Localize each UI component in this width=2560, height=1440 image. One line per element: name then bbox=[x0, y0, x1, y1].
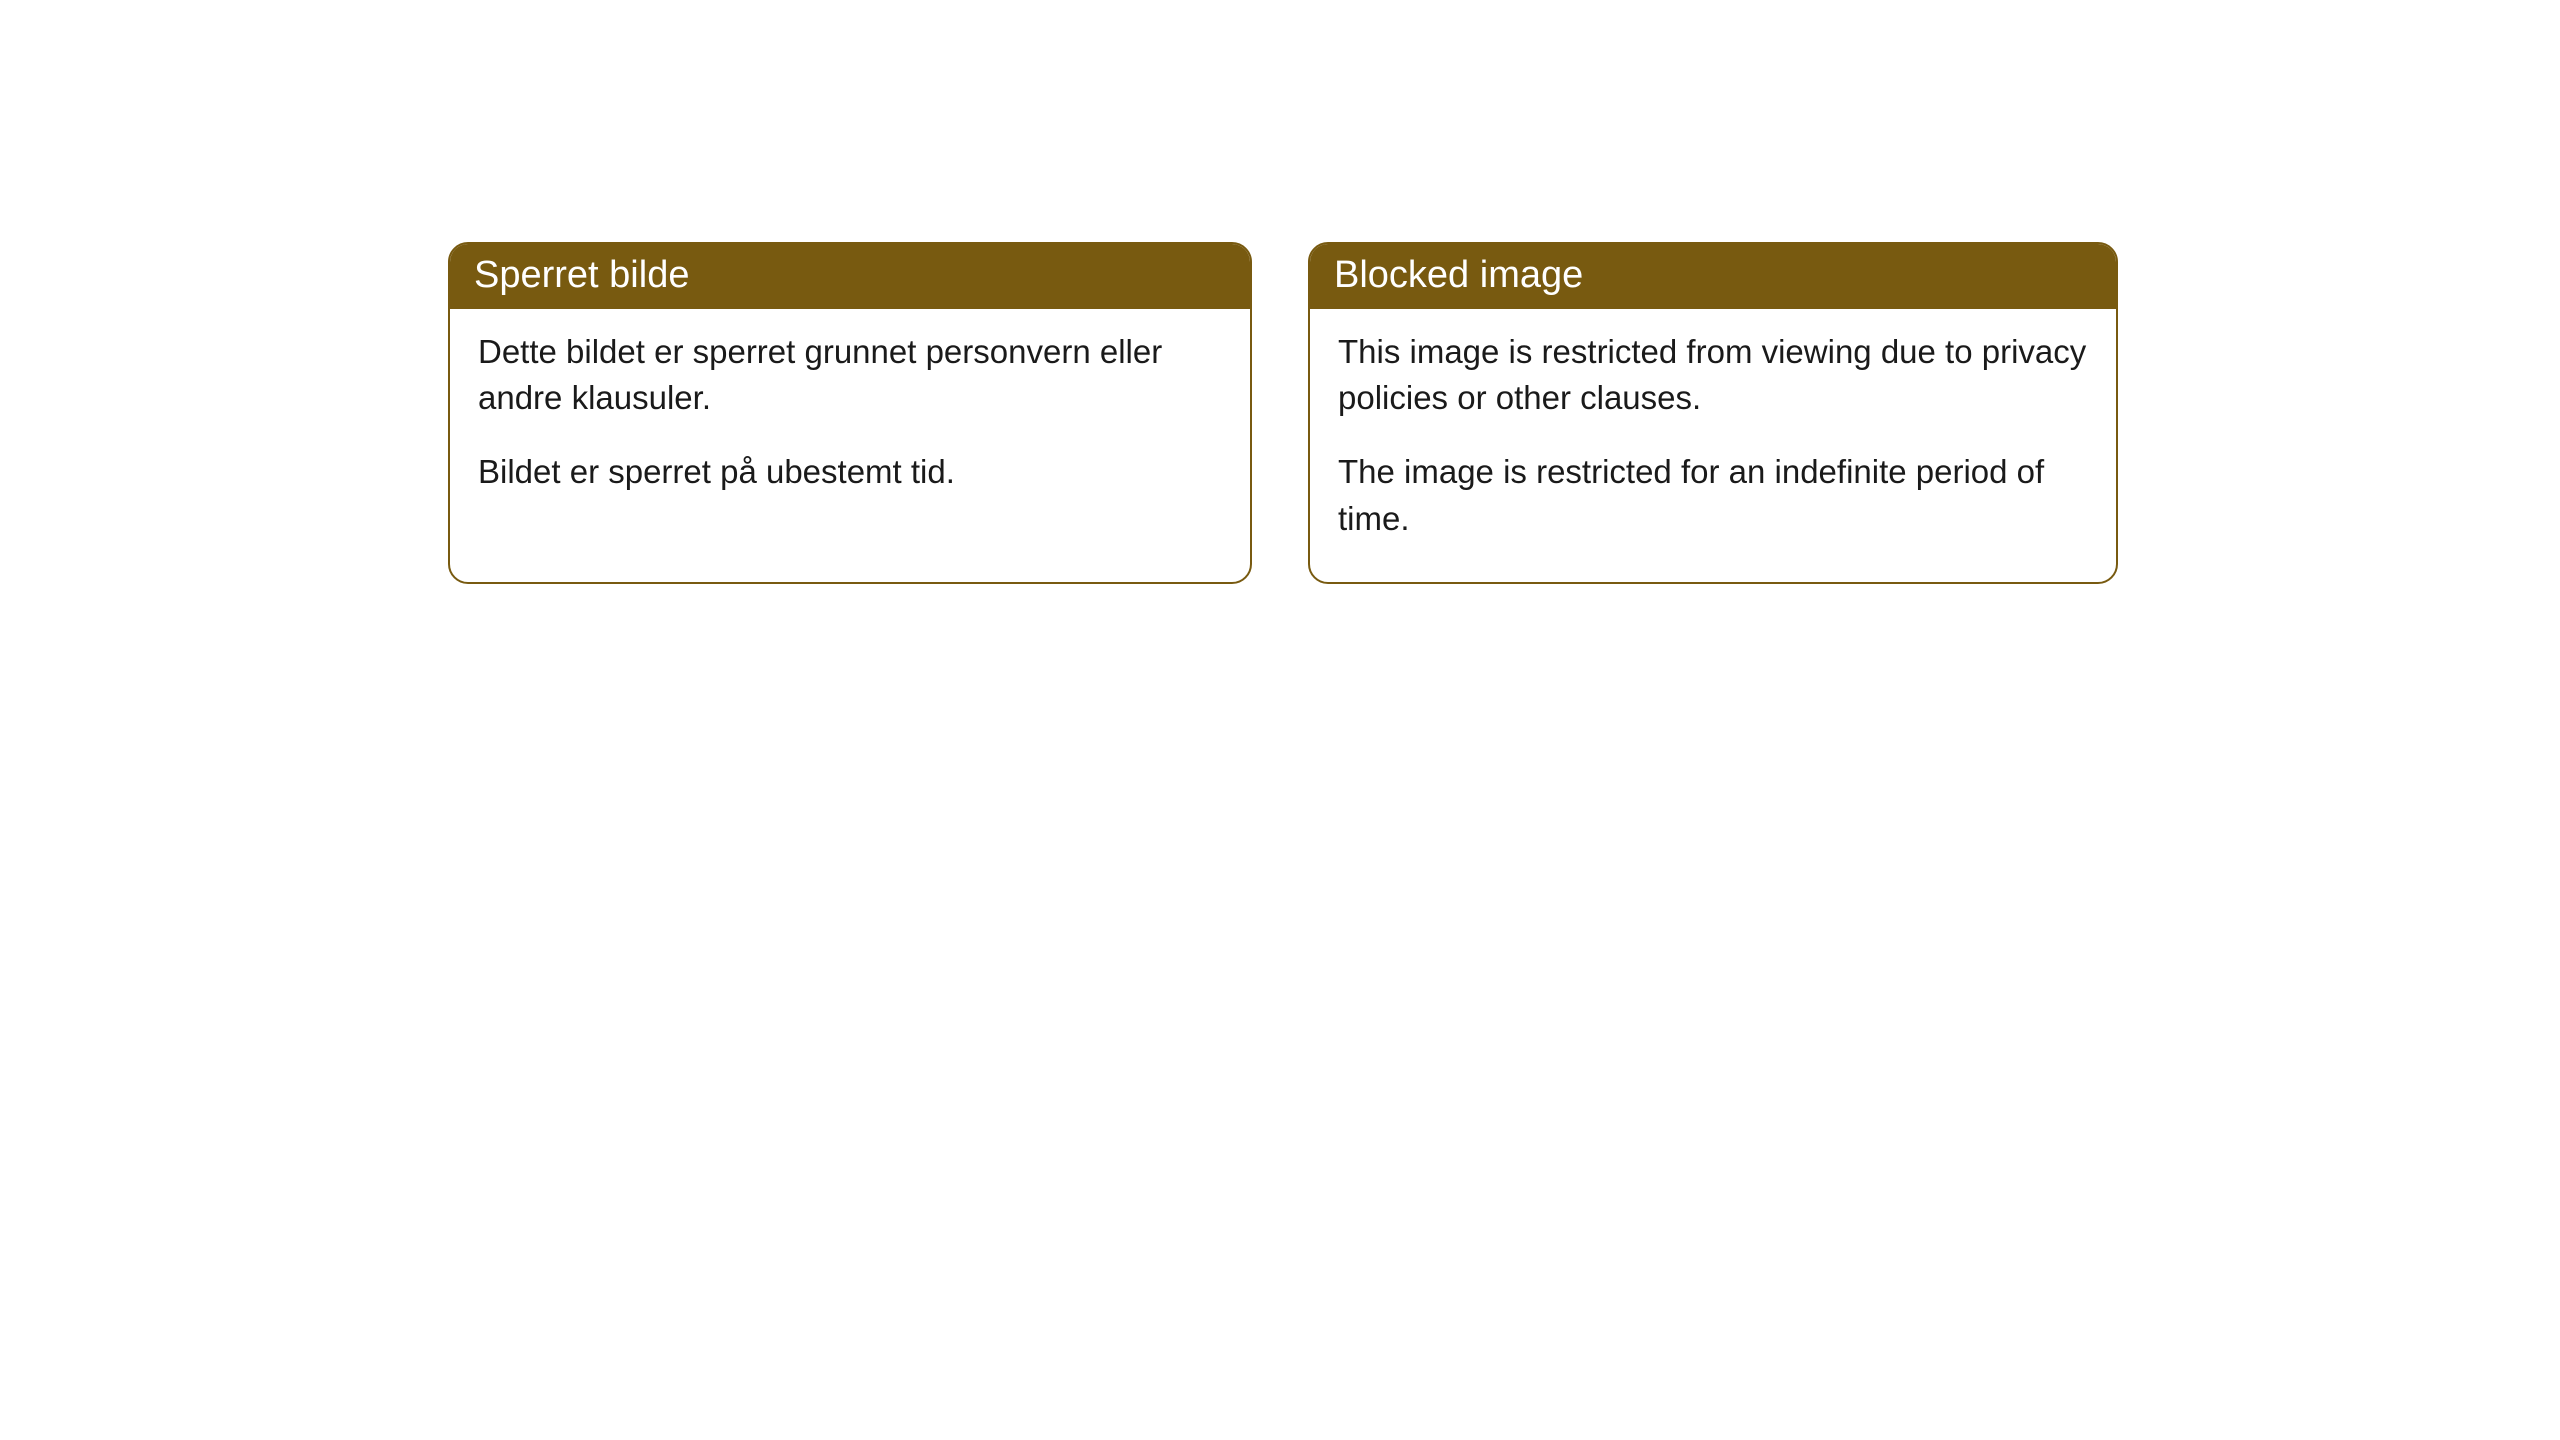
card-paragraph: Bildet er sperret på ubestemt tid. bbox=[478, 449, 1222, 495]
card-paragraph: This image is restricted from viewing du… bbox=[1338, 329, 2088, 421]
card-body: This image is restricted from viewing du… bbox=[1310, 309, 2116, 582]
card-paragraph: Dette bildet er sperret grunnet personve… bbox=[478, 329, 1222, 421]
card-header: Sperret bilde bbox=[450, 244, 1250, 309]
blocked-image-card-english: Blocked image This image is restricted f… bbox=[1308, 242, 2118, 584]
card-body: Dette bildet er sperret grunnet personve… bbox=[450, 309, 1250, 536]
card-header: Blocked image bbox=[1310, 244, 2116, 309]
blocked-image-card-norwegian: Sperret bilde Dette bildet er sperret gr… bbox=[448, 242, 1252, 584]
card-paragraph: The image is restricted for an indefinit… bbox=[1338, 449, 2088, 541]
notice-cards-container: Sperret bilde Dette bildet er sperret gr… bbox=[0, 0, 2560, 584]
card-title: Blocked image bbox=[1334, 254, 1583, 296]
card-title: Sperret bilde bbox=[474, 254, 689, 296]
